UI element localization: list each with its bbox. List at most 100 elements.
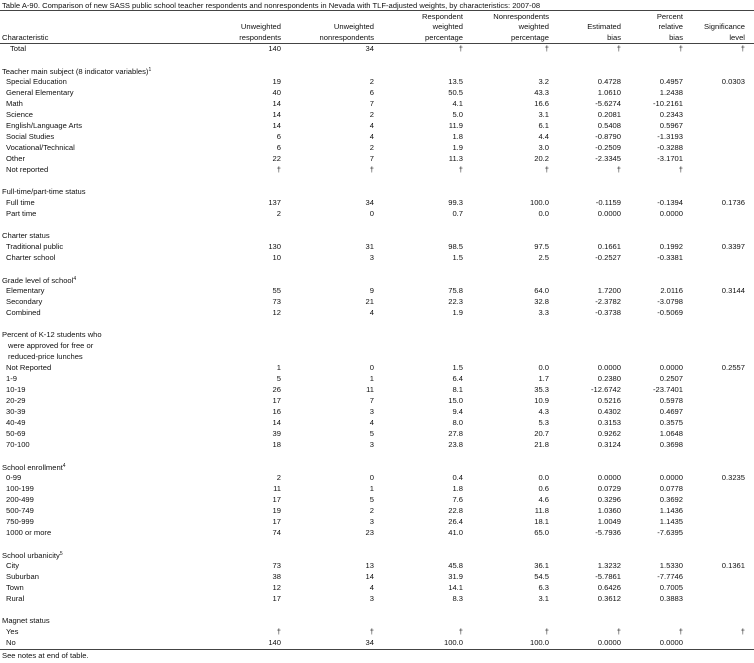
cell: -0.5069: [657, 308, 683, 317]
cell: 14: [272, 110, 281, 119]
cell: -2.3782: [595, 297, 621, 306]
cell: 100.0: [529, 638, 549, 647]
cell: -2.3345: [595, 154, 621, 163]
cell: 0.4697: [659, 407, 683, 416]
cell: †: [678, 44, 683, 53]
row-label: Secondary: [6, 297, 43, 306]
cell: 137: [268, 198, 281, 207]
cell: 1: [369, 484, 374, 493]
cell: †: [276, 165, 281, 174]
cell: 2.0116: [660, 286, 683, 295]
cell: 55: [272, 286, 281, 295]
cell: 7: [369, 396, 374, 405]
cell: 0.1661: [597, 242, 621, 251]
cell: 0.4957: [659, 77, 683, 86]
column-header: Significance: [704, 22, 745, 31]
cell: -0.1159: [595, 198, 621, 207]
cell: 9: [369, 286, 374, 295]
table-rule: [0, 649, 754, 650]
cell: 6: [369, 88, 374, 97]
cell: 0: [369, 209, 374, 218]
cell: 23: [365, 528, 374, 537]
cell: 17: [272, 396, 281, 405]
cell: 41.0: [448, 528, 463, 537]
cell: 1.2438: [659, 88, 683, 97]
cell: †: [276, 627, 281, 636]
cell: 5: [369, 429, 374, 438]
cell: 17: [272, 517, 281, 526]
row-label: Charter school: [6, 253, 56, 262]
cell: 4.6: [538, 495, 549, 504]
cell: 5.0: [452, 110, 463, 119]
row-label: Suburban: [6, 572, 39, 581]
cell: -5.7936: [595, 528, 621, 537]
row-label: 500-749: [6, 506, 34, 515]
column-header: Percent: [656, 11, 683, 21]
section-heading: School enrollment4: [2, 463, 66, 472]
cell: 65.0: [534, 528, 549, 537]
cell: 0.2343: [659, 110, 683, 119]
cell: †: [544, 44, 549, 53]
cell: 13.5: [448, 77, 463, 86]
cell: -0.2527: [595, 253, 621, 262]
cell: 54.5: [534, 572, 549, 581]
cell: 35.3: [534, 385, 549, 394]
cell: 6.1: [538, 121, 549, 130]
cell: 0.2380: [597, 374, 621, 383]
row-label: Part time: [6, 209, 37, 218]
section-heading: were approved for free or: [8, 341, 94, 350]
cell: -3.0798: [657, 297, 683, 306]
cell: 18: [272, 440, 281, 449]
cell: †: [544, 165, 549, 174]
cell: 0.3124: [597, 440, 621, 449]
cell: 3.0: [538, 143, 549, 152]
row-label: Not reported: [6, 165, 49, 174]
cell: 1.1436: [659, 506, 683, 515]
row-label: No: [6, 638, 16, 647]
cell: †: [544, 627, 549, 636]
cell: 0.5216: [597, 396, 621, 405]
cell: 97.5: [534, 242, 549, 251]
cell: 1.7200: [597, 286, 621, 295]
cell: 3.1: [538, 594, 549, 603]
cell: 11.8: [534, 506, 549, 515]
cell: 1.7: [538, 374, 549, 383]
cell: -1.3193: [657, 132, 683, 141]
cell: †: [616, 44, 621, 53]
cell: 12: [272, 308, 281, 317]
cell: 4: [369, 418, 374, 427]
cell: 0.5408: [597, 121, 621, 130]
cell: 1.8: [452, 484, 463, 493]
cell: 73: [272, 297, 281, 306]
cell: -0.3288: [657, 143, 683, 152]
row-label: Math: [6, 99, 23, 108]
cell: -5.7861: [595, 572, 621, 581]
cell: 6: [276, 132, 281, 141]
cell: 20.7: [534, 429, 549, 438]
cell: 4: [369, 121, 374, 130]
cell: 0.3575: [659, 418, 683, 427]
row-label: Not Reported: [6, 363, 52, 372]
cell: 0.0: [538, 473, 549, 482]
column-header: Estimated: [587, 22, 621, 31]
cell: 39: [272, 429, 281, 438]
cell: 0.0000: [597, 363, 621, 372]
cell: 1.5: [452, 363, 463, 372]
row-label: 1-9: [6, 374, 17, 383]
cell: 31: [365, 242, 374, 251]
cell: 0.4: [452, 473, 463, 482]
cell: 0.2557: [721, 363, 745, 372]
cell: †: [369, 627, 374, 636]
section-heading: Percent of K-12 students who: [2, 330, 102, 339]
cell: 22: [272, 154, 281, 163]
cell: 0.3296: [597, 495, 621, 504]
cell: 0.0729: [597, 484, 621, 493]
cell: -3.1701: [657, 154, 683, 163]
cell: †: [369, 165, 374, 174]
cell: 12: [272, 583, 281, 592]
cell: 15.0: [448, 396, 463, 405]
cell: †: [458, 627, 463, 636]
cell: 9.4: [452, 407, 463, 416]
row-label: 20-29: [6, 396, 26, 405]
cell: 1.9: [452, 143, 463, 152]
